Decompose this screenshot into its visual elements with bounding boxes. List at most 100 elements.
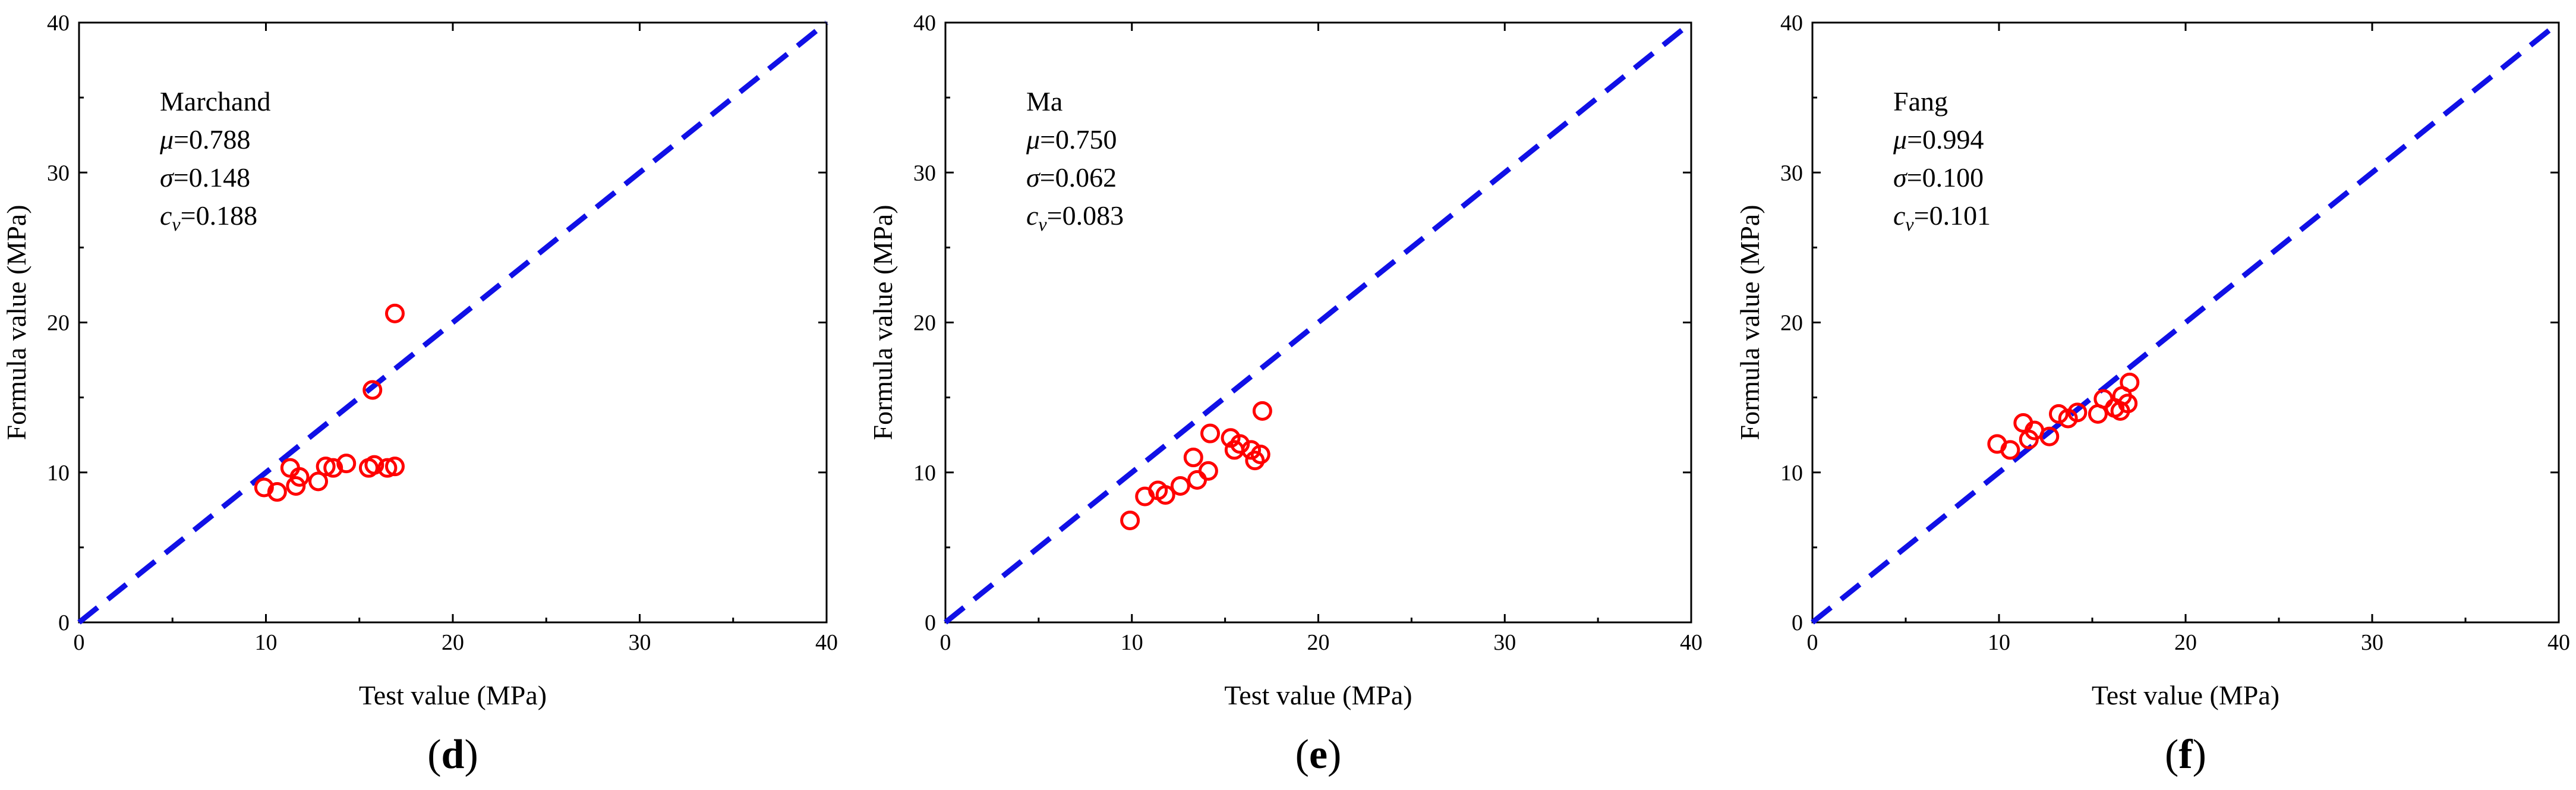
x-axis-title: Test value (MPa) (359, 680, 547, 710)
y-tick-label: 20 (47, 311, 70, 336)
y-tick-label: 0 (1792, 610, 1803, 635)
method-label: Ma (1026, 86, 1062, 117)
stat-mu: μ=0.994 (1893, 124, 1984, 155)
x-tick-label: 0 (940, 630, 951, 655)
y-tick-label: 40 (913, 11, 936, 36)
data-point (2039, 426, 2060, 446)
x-tick-label: 0 (74, 630, 85, 655)
data-point (362, 380, 383, 400)
data-point (1183, 448, 1203, 468)
data-point (385, 457, 405, 477)
data-point (1252, 401, 1272, 421)
x-tick-label: 20 (442, 630, 464, 655)
data-point (336, 454, 357, 474)
panel-caption: (d) (427, 732, 478, 778)
panel-f: 001010202030304040Fangμ=0.994σ=0.100cv=0… (1735, 11, 2570, 778)
data-point (289, 467, 310, 487)
y-axis-title: Formula value (MPa) (1735, 204, 1765, 440)
data-point (364, 455, 384, 475)
reference-line (77, 20, 828, 625)
data-point (2120, 372, 2140, 392)
stat-symbol: σ (1893, 162, 1908, 193)
data-point (2048, 404, 2069, 424)
x-axis-title: Test value (MPa) (2092, 680, 2279, 710)
stat-cv: cv=0.188 (160, 200, 257, 235)
stat-mu: μ=0.788 (159, 124, 251, 155)
x-tick-label: 40 (2547, 630, 2570, 655)
stat-symbol: c (1893, 200, 1905, 231)
stat-value: =0.994 (1907, 124, 1984, 155)
data-point (1245, 451, 1265, 471)
panel-e: 001010202030304040Maμ=0.750σ=0.062cv=0.0… (868, 11, 1702, 778)
data-point (254, 477, 274, 498)
stat-value: =0.083 (1047, 200, 1124, 231)
y-tick-label: 10 (913, 461, 936, 486)
x-tick-label: 10 (1121, 630, 1143, 655)
y-tick-label: 0 (925, 610, 936, 635)
data-point (1250, 444, 1270, 464)
stat-symbol: μ (1026, 124, 1040, 155)
y-tick-label: 40 (47, 11, 70, 36)
y-tick-label: 0 (58, 610, 70, 635)
stat-value: =0.188 (181, 200, 257, 231)
data-point (1187, 470, 1207, 490)
x-tick-label: 30 (629, 630, 651, 655)
data-point (286, 476, 306, 496)
stat-symbol: c (1026, 200, 1038, 231)
panel-letter: d (442, 732, 465, 778)
panel-letter: f (2178, 732, 2193, 778)
stat-symbol: σ (160, 162, 175, 193)
stat-value: =0.750 (1040, 124, 1117, 155)
data-point (385, 303, 405, 323)
data-point (2118, 394, 2138, 414)
stat-symbol: c (160, 200, 172, 231)
stat-sigma: σ=0.100 (1893, 162, 1984, 193)
panel-d: 00 10 10 20 20 30 30 40 40 Marchand μ=0.788 σ=0.148… (1, 11, 838, 778)
stat-subscript: v (1038, 213, 1047, 235)
panel-caption: (e) (1295, 732, 1342, 778)
stat-sigma: σ=0.062 (1026, 162, 1117, 193)
data-point (1230, 434, 1250, 454)
x-tick-label: 0 (1807, 630, 1818, 655)
data-point (267, 482, 287, 502)
x-tick-label: 10 (255, 630, 278, 655)
y-axis-title: Formula value (MPa) (868, 204, 898, 440)
panel-caption: (f) (2165, 732, 2206, 778)
y-tick-label: 10 (1780, 461, 1803, 486)
method-label: Marchand (160, 86, 270, 117)
y-tick-label: 20 (1780, 311, 1803, 336)
stat-symbol: μ (1893, 124, 1907, 155)
data-point (2067, 402, 2088, 423)
stat-cv: cv=0.083 (1026, 200, 1124, 235)
y-tick-label: 30 (1780, 160, 1803, 185)
stat-value: =0.148 (174, 162, 250, 193)
y-tick-label: 30 (47, 160, 70, 185)
data-point (1241, 440, 1262, 460)
stat-symbol: μ (159, 124, 174, 155)
stat-subscript: v (172, 213, 181, 235)
data-point (308, 471, 329, 492)
stat-value: =0.062 (1040, 162, 1117, 193)
y-axis-title: Formula value (MPa) (1, 204, 31, 440)
stat-value: =0.788 (174, 124, 250, 155)
data-point (2000, 440, 2020, 460)
stat-value: =0.101 (1914, 200, 1991, 231)
stat-subscript: v (1905, 213, 1914, 235)
stat-mu: μ=0.750 (1026, 124, 1117, 155)
stat-symbol: σ (1026, 162, 1041, 193)
y-tick-label: 20 (913, 311, 936, 336)
data-point (1120, 510, 1140, 530)
data-point (1198, 461, 1218, 481)
x-tick-label: 30 (1493, 630, 1516, 655)
data-point (2093, 389, 2114, 409)
x-tick-label: 40 (815, 630, 838, 655)
data-point (377, 458, 398, 478)
x-tick-label: 20 (1307, 630, 1330, 655)
y-tick-label: 10 (47, 461, 70, 486)
stat-value: =0.100 (1907, 162, 1984, 193)
x-tick-label: 20 (2174, 630, 2197, 655)
x-tick-label: 40 (1680, 630, 1702, 655)
stat-cv: cv=0.101 (1893, 200, 1991, 235)
x-axis-title: Test value (MPa) (1224, 680, 1412, 710)
